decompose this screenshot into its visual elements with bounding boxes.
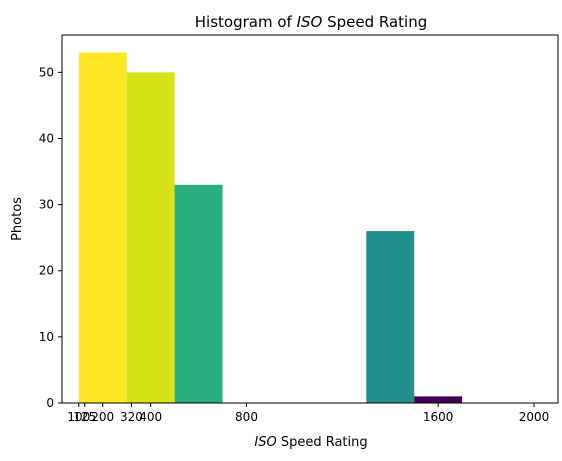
y-tick-label: 50	[39, 65, 54, 79]
histogram-bar-5	[414, 396, 463, 403]
x-tick-label: 200	[91, 410, 114, 424]
x-tick-label: 320	[120, 410, 143, 424]
y-axis-label: Photos	[10, 197, 25, 241]
y-tick-label: 40	[39, 131, 54, 145]
plot-frame	[61, 34, 559, 404]
x-tick-label: 800	[235, 410, 258, 424]
y-axis-ticks: 0 10 20 30 40 50	[39, 65, 62, 410]
histogram-bar-3	[174, 184, 223, 403]
x-tick-label: 125	[73, 410, 96, 424]
x-tick-label: 100	[67, 410, 90, 424]
histogram-bar-1	[78, 52, 127, 404]
x-tick-label: 1600	[423, 410, 454, 424]
x-axis-label: ISO Speed Rating	[254, 435, 367, 450]
histogram-bar-2	[126, 72, 175, 403]
y-tick-label: 30	[39, 198, 54, 212]
x-tick-label: 2000	[519, 410, 550, 424]
bars-group	[78, 52, 463, 404]
histogram-bar-4	[366, 231, 415, 403]
x-tick-label: 400	[139, 410, 162, 424]
y-tick-label: 10	[39, 330, 54, 344]
y-tick-label: 20	[39, 264, 54, 278]
chart-title: Histogram of ISO Speed Rating	[195, 13, 428, 31]
y-tick-label: 0	[46, 396, 54, 410]
